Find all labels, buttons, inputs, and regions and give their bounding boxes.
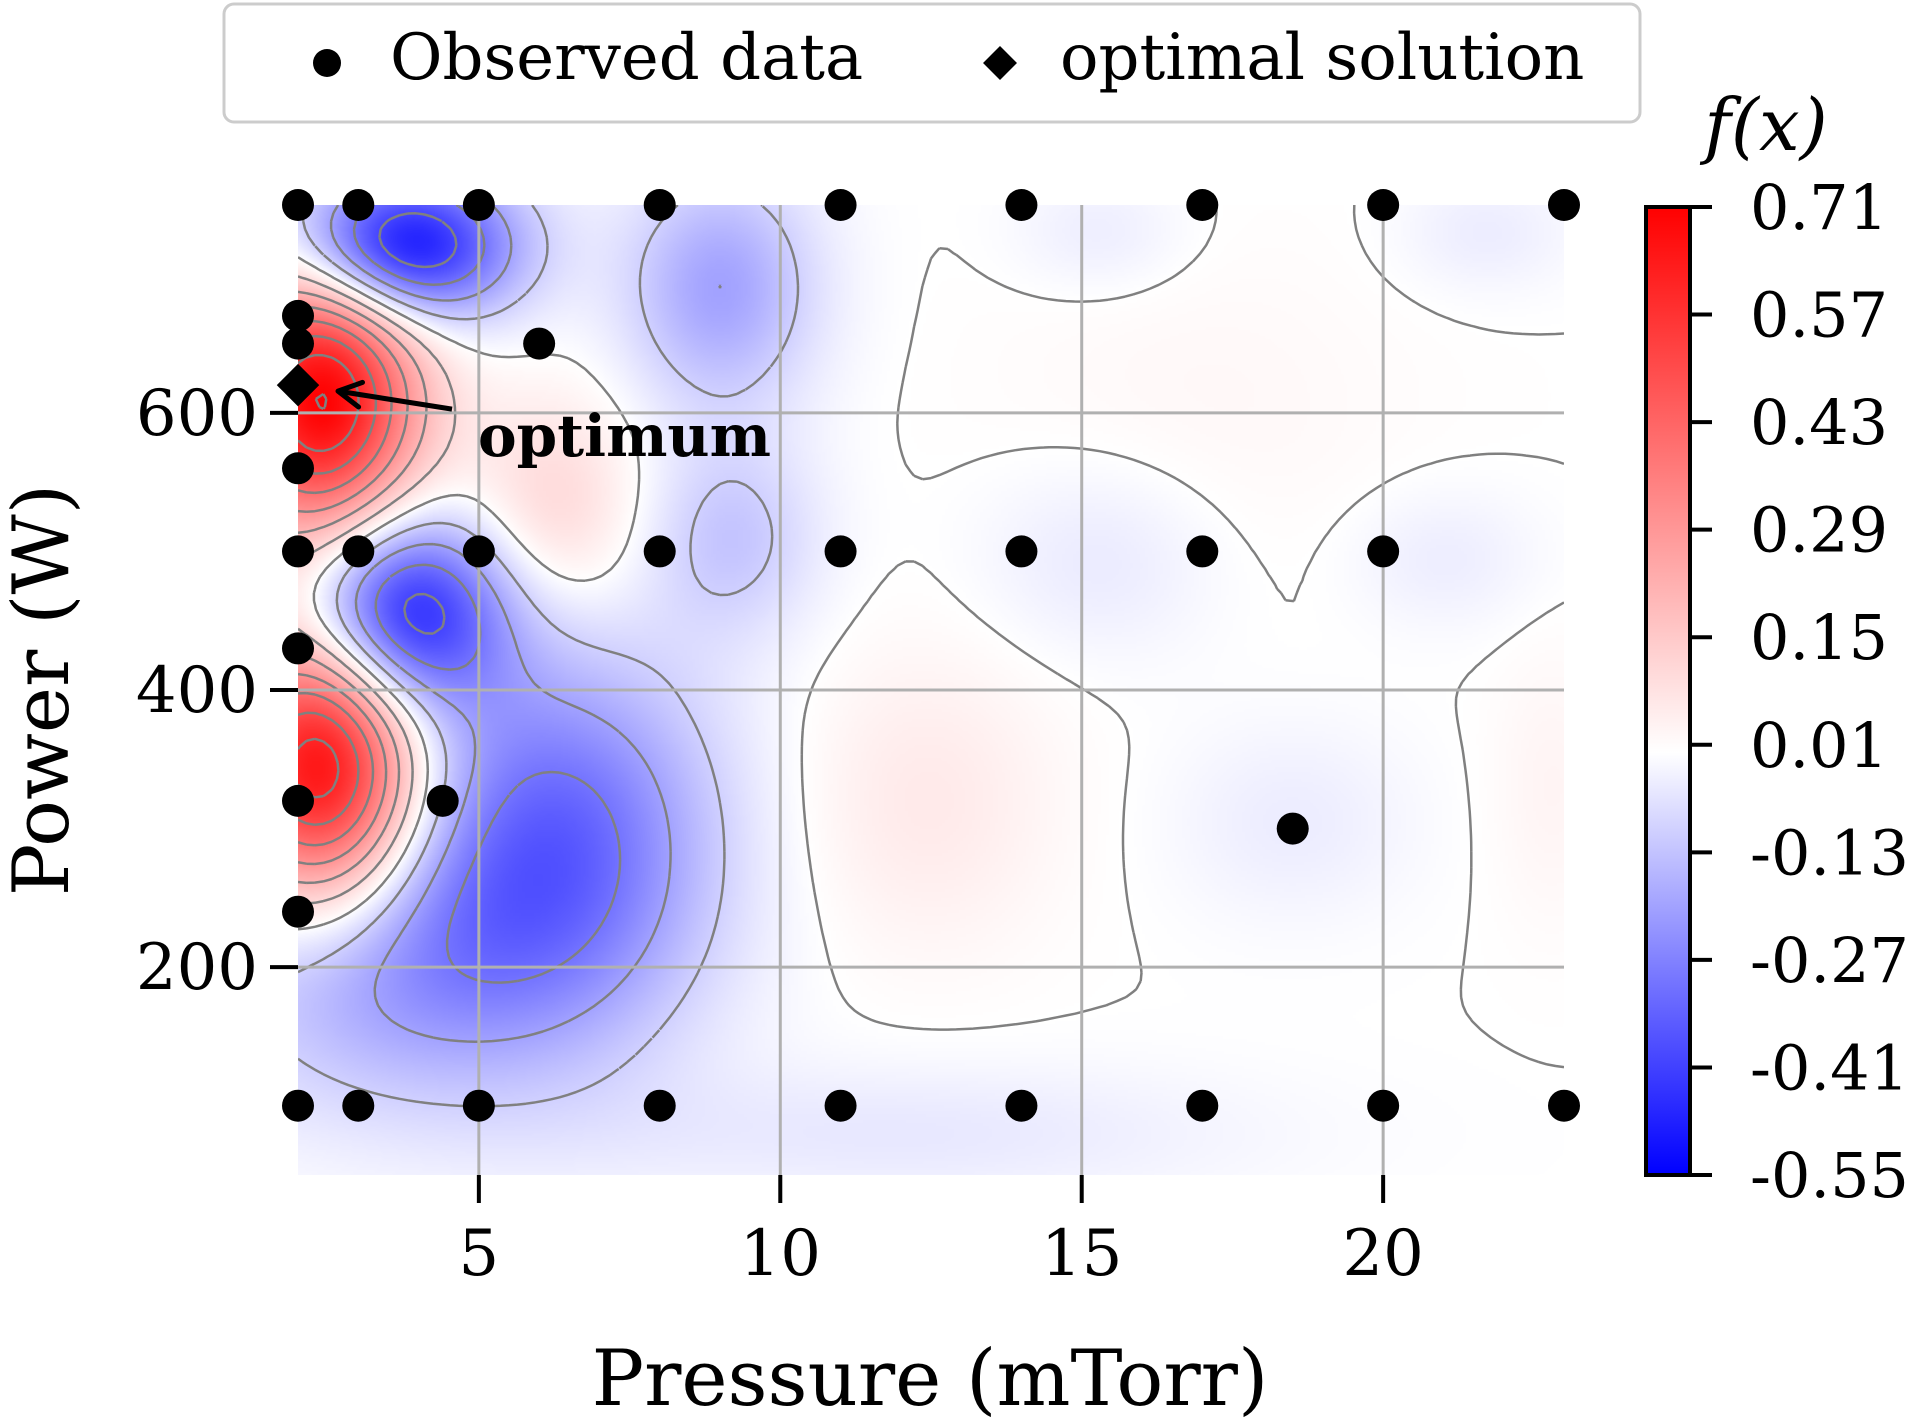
colorbar-tick-label-0: 0.71 <box>1750 171 1888 244</box>
contour-level-0_4 <box>298 319 393 847</box>
colorbar: f(x) 0.71 0.57 0.43 0.29 0.15 0.01 -0.13 -0.27 -… <box>1644 83 1909 1212</box>
observed-point-8 <box>1548 189 1580 221</box>
contour-level-neg0_2 <box>329 205 722 1043</box>
optimum-annotation: optimum <box>478 402 771 470</box>
observed-point-15 <box>462 535 495 568</box>
contour-level-0_3 <box>298 305 409 866</box>
observed-point-23 <box>426 784 459 817</box>
optimum-arrow <box>337 388 453 412</box>
colorbar-label: f(x) <box>1699 83 1827 167</box>
colorbar-tick-label-2: 0.43 <box>1750 386 1888 459</box>
colorbar-gradient <box>1644 205 1692 1177</box>
colorbar-tick-label-3: 0.29 <box>1750 494 1888 567</box>
colorbar-tick-label-5: 0.01 <box>1750 709 1888 782</box>
observed-point-28 <box>462 1089 495 1122</box>
contour-level-0 <box>298 205 1564 1069</box>
observed-point-18 <box>1005 535 1038 568</box>
legend-marker-observed <box>313 49 341 77</box>
contour-level-neg0_4 <box>378 212 458 635</box>
observed-point-10 <box>282 327 314 360</box>
observed-point-16 <box>643 535 676 568</box>
legend-label-observed: Observed data <box>390 21 863 95</box>
observed-point-27 <box>342 1089 375 1122</box>
contour-level-neg0_3 <box>352 205 622 984</box>
observed-point-29 <box>643 1089 676 1122</box>
observed-point-25 <box>1276 812 1309 845</box>
y-axis-ticks: 200 400 600 <box>136 377 298 1005</box>
contour-level-0_7 <box>314 392 328 410</box>
colorbar-ticks: 0.71 0.57 0.43 0.29 0.15 0.01 -0.13 -0.27 -0.41 -… <box>1690 171 1909 1212</box>
observed-point-4 <box>824 189 857 221</box>
optimum-arrow-head <box>335 379 365 410</box>
y-axis-label: Power (W) <box>0 484 87 896</box>
plot-area: 5 10 15 20 200 400 600 optimum <box>136 189 1580 1291</box>
observed-point-30 <box>824 1089 857 1122</box>
observed-point-32 <box>1186 1089 1219 1122</box>
observed-point-6 <box>1186 189 1219 221</box>
observed-point-24 <box>282 895 314 928</box>
x-tick-label-10: 10 <box>740 1217 821 1291</box>
observed-point-19 <box>1186 535 1219 568</box>
x-axis-label: Pressure (mTorr) <box>592 1334 1269 1424</box>
observed-point-13 <box>282 535 314 568</box>
observed-point-1 <box>342 189 375 221</box>
grid-lines <box>298 205 1564 1175</box>
observed-point-3 <box>643 189 676 221</box>
observed-point-14 <box>342 535 375 568</box>
observed-point-9 <box>282 299 314 332</box>
observed-point-12 <box>282 452 314 485</box>
observed-point-0 <box>282 189 314 221</box>
x-tick-label-20: 20 <box>1342 1217 1423 1291</box>
observed-point-22 <box>282 784 314 817</box>
optimal-solution-marker <box>276 363 320 407</box>
observed-point-26 <box>282 1089 314 1122</box>
observed-point-2 <box>462 189 495 221</box>
observed-points <box>282 189 1580 1122</box>
colorbar-tick-label-9: -0.55 <box>1750 1139 1909 1212</box>
colorbar-tick-label-1: 0.57 <box>1750 279 1888 352</box>
colorbar-tick-label-6: -0.13 <box>1750 816 1909 889</box>
observed-point-17 <box>824 535 857 568</box>
observed-point-21 <box>282 632 314 665</box>
y-tick-label-200: 200 <box>136 931 258 1005</box>
colorbar-tick-label-7: -0.27 <box>1750 924 1909 997</box>
legend: Observed data optimal solution <box>222 2 1642 124</box>
x-tick-label-5: 5 <box>458 1217 499 1291</box>
contour-level-neg0_1 <box>298 205 800 1108</box>
x-axis-ticks: 5 10 15 20 <box>458 1175 1424 1291</box>
contour-level-0_5 <box>298 334 378 827</box>
observed-point-7 <box>1367 189 1400 221</box>
observed-point-33 <box>1367 1089 1400 1122</box>
colorbar-tick-label-4: 0.15 <box>1750 601 1888 674</box>
y-tick-label-600: 600 <box>136 377 258 451</box>
x-tick-label-15: 15 <box>1041 1217 1122 1291</box>
legend-label-optimal: optimal solution <box>1060 21 1584 95</box>
observed-point-34 <box>1548 1089 1580 1122</box>
observed-point-11 <box>523 327 556 360</box>
y-tick-label-400: 400 <box>136 654 258 728</box>
observed-point-20 <box>1367 535 1400 568</box>
legend-frame <box>222 2 1642 124</box>
observed-point-31 <box>1005 1089 1038 1122</box>
observed-point-5 <box>1005 189 1038 221</box>
colorbar-tick-label-8: -0.41 <box>1750 1031 1909 1104</box>
